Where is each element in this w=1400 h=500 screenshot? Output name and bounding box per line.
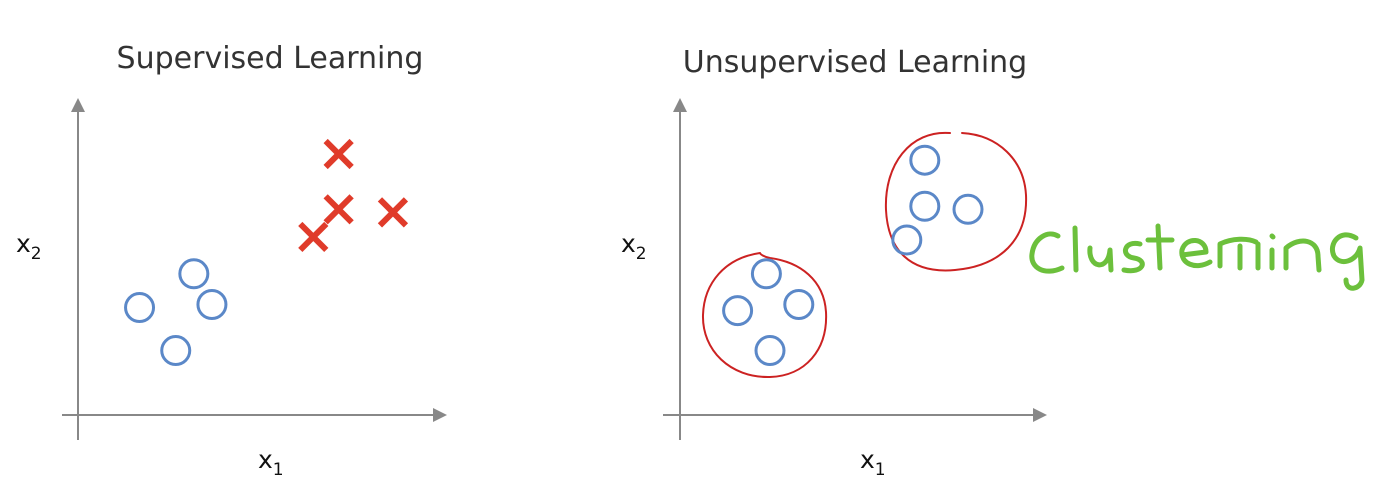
chart-title-supervised: Supervised Learning [117,41,424,76]
cluster-outline-2 [884,131,1028,272]
supervised-learning-panel: Supervised Learning x1 x2 [16,41,447,480]
circle-marker [750,258,782,290]
unsupervised-learning-panel: Unsupervised Learning x1 x2 [621,45,1047,480]
x-axis-arrowhead [433,408,447,422]
circle-marker [783,288,815,320]
x-marker [377,197,409,228]
y-axis-label: x2 [621,229,647,264]
circle-marker [160,335,192,367]
cluster-outline-1 [701,252,828,379]
x-marker [298,221,329,253]
circle-marker [124,292,156,324]
cluster-outlines [701,131,1028,379]
chart-title-unsupervised: Unsupervised Learning [683,45,1027,80]
circle-marker [952,193,984,225]
x-marker [323,138,354,170]
circle-marker [722,295,754,327]
plot-area-unsupervised [722,144,984,367]
circle-marker [909,190,941,222]
circle-marker [891,224,923,256]
y-axis-arrowhead [71,98,85,112]
x-axis-arrowhead [1033,408,1047,422]
plot-area-supervised [124,138,409,367]
y-axis-arrowhead [673,98,687,112]
x-axis-label: x1 [258,445,284,480]
circle-marker [178,258,210,290]
circle-marker [754,335,786,367]
handwritten-clustering-annotation [1029,223,1365,291]
circle-marker [196,288,228,320]
x-axis-label: x1 [860,445,886,480]
circle-marker [909,144,941,176]
y-axis-label: x2 [16,229,42,264]
x-marker [323,194,354,225]
